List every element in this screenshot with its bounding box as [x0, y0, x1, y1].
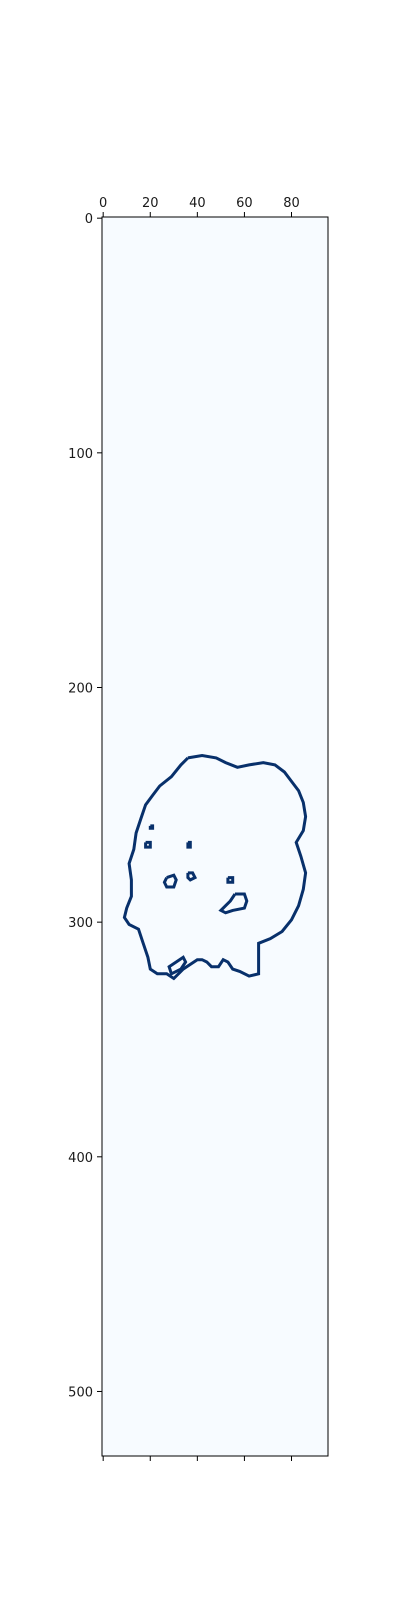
contour-layer: [122, 753, 308, 981]
heatmap-background: [102, 217, 328, 1456]
y-tick-label: 0: [85, 212, 93, 227]
x-tick-label: 80: [283, 196, 300, 211]
contour-feature-6: [186, 840, 192, 849]
x-tick-label: 40: [189, 196, 206, 211]
x-tick-label: 0: [99, 196, 107, 211]
contour-outer-outline: [122, 753, 308, 981]
contour-feature-3: [226, 876, 235, 884]
axes-frame: [101, 216, 329, 1457]
x-tick-label: 20: [142, 196, 159, 211]
contour-feature-7: [144, 840, 152, 849]
y-tick-label: 400: [68, 1151, 93, 1166]
contour-feature-4: [218, 892, 249, 915]
contour-feature-1: [162, 873, 178, 889]
y-tick-label: 300: [68, 916, 93, 931]
x-axis-bottom-ticks: [102, 1456, 293, 1461]
plot-area: [101, 216, 329, 1457]
x-tick-label: 60: [236, 196, 253, 211]
y-tick-label: 100: [68, 447, 93, 462]
x-axis: 0 20 40 60 80: [99, 196, 300, 217]
y-tick-label: 500: [68, 1385, 93, 1400]
contour-feature-8: [148, 824, 155, 830]
y-axis: 0 100 200 300 400 500: [68, 212, 102, 1400]
contour-feature-5: [167, 955, 188, 976]
contour-feature-2: [186, 871, 198, 882]
y-tick-label: 200: [68, 681, 93, 696]
